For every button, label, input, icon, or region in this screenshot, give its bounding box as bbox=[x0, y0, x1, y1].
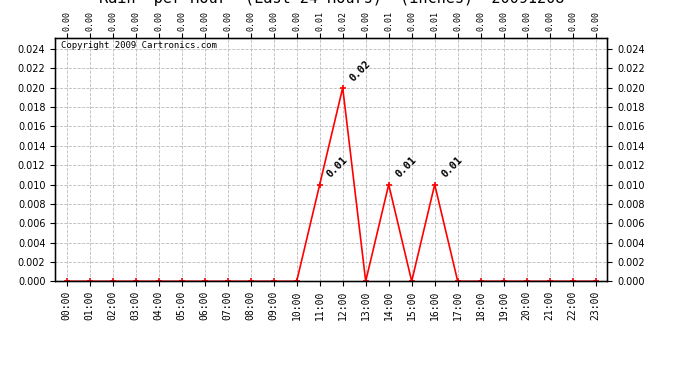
Text: 0.01: 0.01 bbox=[324, 155, 349, 180]
Text: 0.01: 0.01 bbox=[393, 155, 418, 180]
Text: Copyright 2009 Cartronics.com: Copyright 2009 Cartronics.com bbox=[61, 41, 217, 50]
Title: Rain  per Hour  (Last 24 Hours)  (inches)  20091208: Rain per Hour (Last 24 Hours) (inches) 2… bbox=[99, 0, 564, 6]
Text: 0.01: 0.01 bbox=[440, 155, 464, 180]
Text: 0.02: 0.02 bbox=[347, 58, 372, 83]
